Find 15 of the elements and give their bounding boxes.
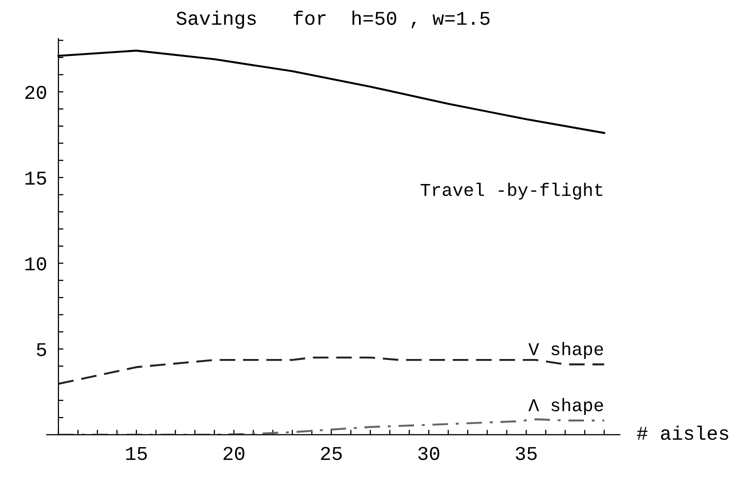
y-tick-label: 5 — [36, 343, 46, 356]
series-label: Λ shape — [528, 398, 603, 415]
x-tick-label: 35 — [516, 446, 537, 460]
y-tick-label: 20 — [25, 86, 46, 100]
series-label: V shape — [528, 342, 603, 359]
line-series — [57, 418, 606, 435]
x-tick-label: 30 — [418, 446, 440, 460]
x-axis-title: # aisles — [636, 426, 728, 440]
chart-title: Savings for h=50 , w=1.5 — [176, 10, 490, 29]
x-tick-label: 25 — [321, 446, 342, 460]
y-tick-label: 15 — [25, 172, 46, 185]
text: Travel -by-flight — [420, 182, 602, 200]
x-tick-label: 15 — [126, 447, 147, 460]
x-tick-label: 20 — [224, 446, 244, 460]
y-tick-label: 10 — [25, 257, 46, 270]
